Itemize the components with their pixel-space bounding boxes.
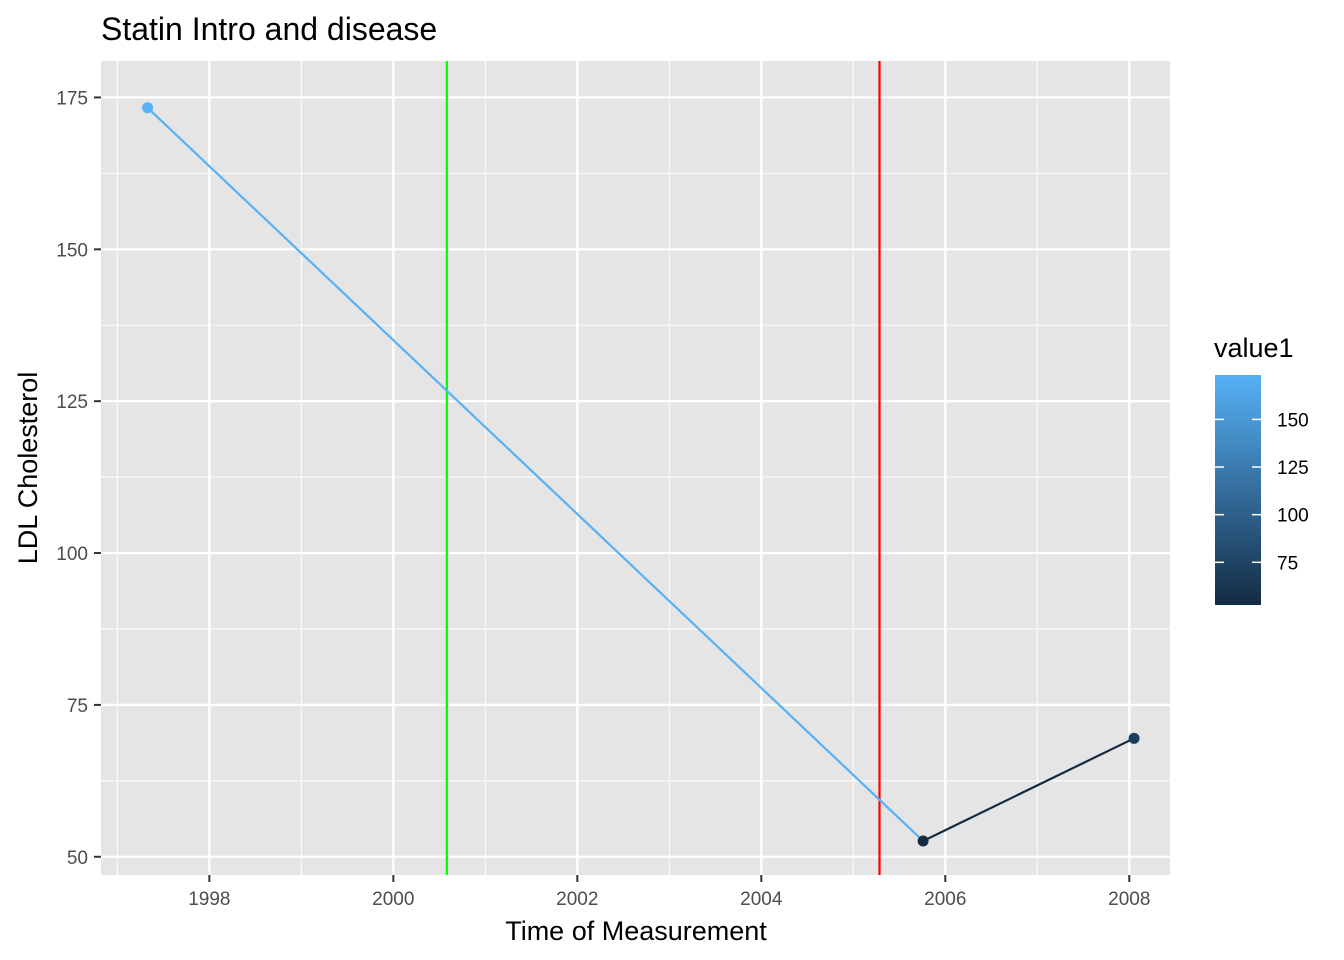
major-gridlines xyxy=(101,61,1170,875)
chart-title: Statin Intro and disease xyxy=(101,11,437,47)
x-tick-label: 2006 xyxy=(924,889,966,910)
x-axis-title: Time of Measurement xyxy=(505,916,767,946)
x-tick-label: 2002 xyxy=(556,889,598,910)
color-legend: value1 150 125 100 75 xyxy=(1214,333,1309,605)
y-tick-label: 150 xyxy=(56,240,88,261)
x-tick-label: 2000 xyxy=(372,889,414,910)
x-tick-label: 2004 xyxy=(740,889,783,910)
legend-tick-label: 75 xyxy=(1277,553,1298,574)
y-tick-label: 75 xyxy=(67,696,88,717)
data-point xyxy=(142,102,154,114)
legend-tick-label: 125 xyxy=(1277,458,1309,479)
legend-ticks: 150 125 100 75 xyxy=(1215,410,1309,574)
reference-lines xyxy=(445,61,881,875)
data-point xyxy=(917,835,929,847)
legend-tick-label: 150 xyxy=(1277,410,1309,431)
data-point xyxy=(1128,732,1140,744)
series-segment xyxy=(922,737,1135,842)
minor-gridlines xyxy=(101,61,1170,875)
x-tick-label: 2008 xyxy=(1108,889,1150,910)
legend-title: value1 xyxy=(1214,333,1294,363)
series-segment xyxy=(146,106,924,842)
y-tick-label: 50 xyxy=(67,848,88,869)
y-axis-title: LDL Cholesterol xyxy=(13,372,43,565)
y-axis: 50 75 100 125 150 175 xyxy=(56,88,101,869)
plot-panel xyxy=(101,61,1170,875)
y-tick-label: 125 xyxy=(56,392,88,413)
y-tick-label: 100 xyxy=(56,544,88,565)
y-tick-label: 175 xyxy=(56,88,88,109)
x-tick-label: 1998 xyxy=(188,889,230,910)
data-series xyxy=(142,102,1140,847)
legend-tick-label: 100 xyxy=(1277,506,1309,527)
legend-colorbar xyxy=(1215,375,1261,605)
x-axis: 1998 2000 2002 2004 2006 2008 xyxy=(188,875,1150,910)
